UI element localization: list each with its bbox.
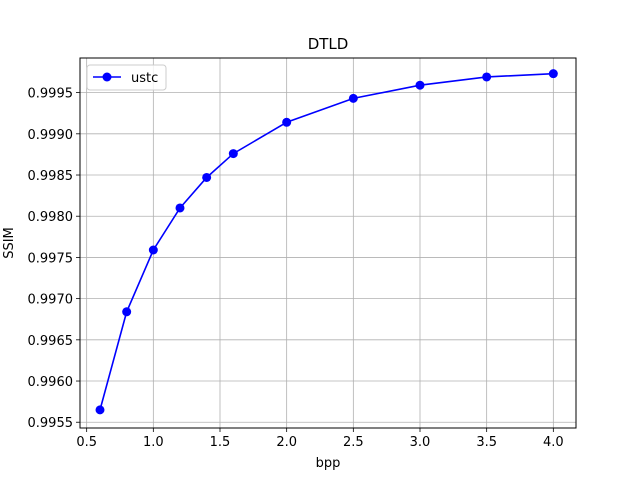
y-tick-label: 0.9990	[28, 128, 74, 143]
data-point	[175, 203, 185, 213]
x-tick-label: 2.5	[343, 435, 364, 450]
y-tick-label: 0.9965	[28, 334, 74, 349]
legend-box	[86, 64, 167, 91]
y-tick-label: 0.9970	[28, 293, 74, 308]
x-tick-label: 1.5	[210, 435, 231, 450]
y-tick-label: 0.9985	[28, 169, 74, 184]
data-point	[282, 117, 292, 127]
y-tick-label: 0.9955	[28, 416, 74, 431]
y-tick-label: 0.9995	[28, 87, 74, 102]
data-point	[148, 245, 158, 255]
data-point	[348, 93, 358, 103]
data-point	[228, 149, 238, 159]
x-tick-label: 3.5	[476, 435, 497, 450]
plot-frame	[79, 57, 577, 429]
y-tick-label: 0.9980	[28, 210, 74, 225]
chart-title: DTLD	[308, 35, 349, 53]
x-tick-label: 2.0	[276, 435, 297, 450]
x-tick-label: 4.0	[543, 435, 564, 450]
legend: ustc	[86, 64, 167, 91]
data-point	[548, 69, 558, 79]
x-tick-label: 1.0	[143, 435, 164, 450]
y-tick-label: 0.9960	[28, 375, 74, 390]
legend-marker-swatch	[102, 72, 112, 82]
data-point	[202, 172, 212, 182]
data-point	[415, 80, 425, 90]
axis-ticks: 0.5 1.0 1.5 2.0 2.5 3.0 3.5 4.0 0.9955 0.9960 0.99…	[28, 87, 564, 450]
legend-label: ustc	[131, 71, 158, 86]
x-tick-label: 3.0	[410, 435, 431, 450]
plot-area	[80, 58, 576, 428]
data-point	[95, 405, 105, 415]
grid-lines	[80, 58, 576, 428]
series-layer	[95, 69, 558, 415]
x-axis-title: bpp	[316, 456, 341, 471]
data-point	[122, 307, 132, 317]
x-tick-label: 0.5	[76, 435, 97, 450]
y-axis-title: SSIM	[2, 227, 17, 259]
data-point	[482, 72, 492, 82]
y-tick-label: 0.9975	[28, 251, 74, 266]
